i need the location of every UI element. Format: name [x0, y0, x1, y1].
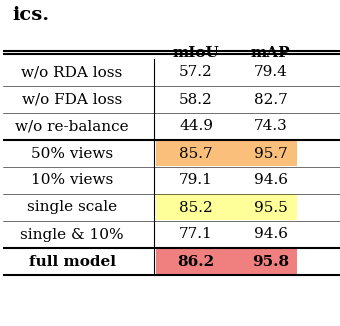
- Bar: [156, 248, 297, 274]
- Text: w/o RDA loss: w/o RDA loss: [21, 66, 123, 80]
- Text: 94.6: 94.6: [254, 228, 288, 242]
- Text: 77.1: 77.1: [179, 228, 213, 242]
- Text: 58.2: 58.2: [179, 93, 213, 107]
- Text: 57.2: 57.2: [179, 66, 213, 80]
- Text: 82.7: 82.7: [254, 93, 287, 107]
- Text: 85.7: 85.7: [179, 146, 213, 160]
- Text: 85.2: 85.2: [179, 200, 213, 215]
- Text: 95.7: 95.7: [254, 146, 287, 160]
- Text: 94.6: 94.6: [254, 173, 288, 187]
- Text: mIoU: mIoU: [173, 46, 219, 60]
- Text: single & 10%: single & 10%: [20, 228, 124, 242]
- Text: w/o re-balance: w/o re-balance: [15, 120, 129, 134]
- Text: 74.3: 74.3: [254, 120, 287, 134]
- Text: 79.1: 79.1: [179, 173, 213, 187]
- Text: 44.9: 44.9: [179, 120, 213, 134]
- Text: 86.2: 86.2: [177, 255, 215, 269]
- Text: single scale: single scale: [27, 200, 117, 215]
- Text: 50% views: 50% views: [31, 146, 113, 160]
- Text: mAP: mAP: [251, 46, 290, 60]
- Text: 95.5: 95.5: [254, 200, 287, 215]
- Text: 79.4: 79.4: [254, 66, 287, 80]
- Text: 95.8: 95.8: [252, 255, 289, 269]
- Text: full model: full model: [29, 255, 116, 269]
- Bar: [156, 194, 297, 220]
- Text: ics.: ics.: [13, 6, 50, 24]
- Text: 10% views: 10% views: [31, 173, 113, 187]
- Bar: [156, 140, 297, 166]
- Text: w/o FDA loss: w/o FDA loss: [22, 93, 122, 107]
